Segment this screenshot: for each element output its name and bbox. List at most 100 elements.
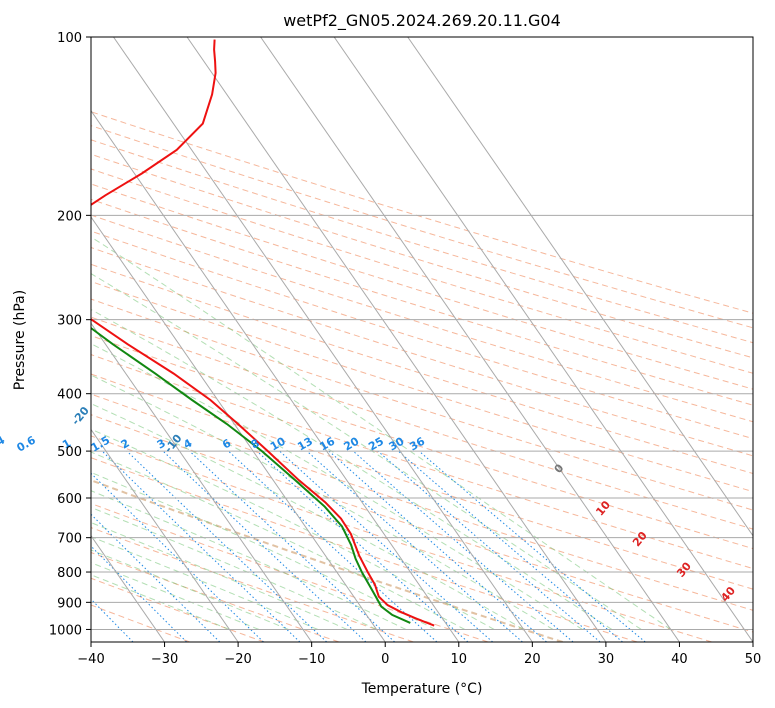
isotherm-line bbox=[260, 37, 680, 642]
isotherm-line bbox=[91, 109, 460, 642]
y-axis-ticks: 100 200 300 400 500 600 700 800 900 1000 bbox=[49, 31, 91, 638]
dry-adiabat bbox=[91, 577, 265, 642]
mixing-ratio-label: 6 bbox=[220, 436, 233, 451]
mixing-ratio-label: 0.6 bbox=[14, 433, 38, 454]
dry-adiabat bbox=[91, 316, 753, 530]
mixing-ratio-line bbox=[91, 472, 264, 642]
moist-adiabat-label: 10 bbox=[593, 498, 613, 518]
dry-adiabat bbox=[91, 414, 753, 633]
profiles bbox=[91, 39, 435, 627]
dry-adiabat bbox=[91, 125, 753, 329]
y-tick-label: 100 bbox=[57, 31, 82, 46]
temperature-profile bbox=[91, 39, 435, 627]
mixing-ratio-line bbox=[279, 450, 494, 642]
dry-adiabat bbox=[91, 503, 489, 642]
dry-adiabat bbox=[91, 153, 753, 359]
x-tick-label: −20 bbox=[224, 652, 251, 667]
moist-adiabat bbox=[91, 536, 318, 630]
isotherm-line bbox=[333, 37, 753, 642]
moist-adiabat-label: 0 bbox=[552, 461, 567, 475]
isotherm-labels: 0.10.20.40.611.52346810131620253036-100-… bbox=[0, 404, 738, 604]
mixing-ratio-line bbox=[397, 450, 623, 642]
dry-adiabat bbox=[91, 354, 753, 570]
dry-adiabat bbox=[91, 214, 753, 423]
x-tick-label: 30 bbox=[598, 652, 615, 667]
y-tick-label: 900 bbox=[57, 596, 82, 611]
dry-adiabat bbox=[91, 479, 563, 642]
isotherm-line bbox=[113, 37, 533, 642]
dry-adiabat bbox=[91, 263, 753, 474]
mixing-ratio-line bbox=[101, 450, 301, 642]
pressure-grid bbox=[91, 37, 753, 642]
moist-adiabat bbox=[91, 308, 613, 630]
x-tick-label: −30 bbox=[151, 652, 178, 667]
y-axis-title: Pressure (hPa) bbox=[12, 290, 28, 390]
isotherm-line bbox=[91, 322, 313, 642]
mixing-ratio-line bbox=[328, 450, 547, 642]
dry-adiabat bbox=[91, 335, 753, 550]
y-tick-label: 300 bbox=[57, 314, 82, 329]
x-tick-label: −40 bbox=[77, 652, 104, 667]
background-lines bbox=[91, 111, 753, 642]
dry-adiabat bbox=[91, 435, 712, 642]
isotherm-label: -10 bbox=[162, 432, 185, 456]
x-tick-label: 20 bbox=[524, 652, 541, 667]
mixing-ratio-line bbox=[228, 450, 438, 642]
x-axis-title: Temperature (°C) bbox=[361, 681, 483, 697]
dry-adiabat bbox=[91, 527, 414, 642]
mixing-ratio-line bbox=[162, 450, 367, 642]
dry-adiabat bbox=[91, 373, 753, 590]
y-tick-label: 200 bbox=[57, 209, 82, 224]
y-tick-label: 400 bbox=[57, 388, 82, 403]
moist-adiabat-label: 30 bbox=[674, 559, 694, 579]
isotherm-label: -20 bbox=[69, 404, 92, 428]
isotherm-line bbox=[91, 428, 239, 642]
moist-adiabat bbox=[91, 522, 348, 630]
dry-adiabat bbox=[91, 551, 340, 642]
x-tick-label: 0 bbox=[381, 652, 389, 667]
mixing-ratio-label: 4 bbox=[181, 436, 194, 451]
y-tick-label: 800 bbox=[57, 566, 82, 581]
isotherm-line bbox=[91, 216, 386, 642]
dry-adiabat bbox=[91, 111, 753, 314]
dry-adiabat bbox=[91, 246, 753, 457]
x-tick-label: 50 bbox=[745, 652, 762, 667]
dry-adiabat bbox=[91, 280, 753, 493]
isotherm-line bbox=[186, 37, 607, 642]
moist-adiabat bbox=[91, 343, 583, 630]
x-tick-label: −10 bbox=[298, 652, 325, 667]
isotherm-line bbox=[91, 534, 165, 642]
dry-adiabat bbox=[91, 230, 753, 440]
chart-title: wetPf2_GN05.2024.269.20.11.G04 bbox=[283, 11, 561, 31]
mixing-ratio-line bbox=[418, 450, 646, 642]
x-tick-label: 40 bbox=[671, 652, 688, 667]
y-tick-label: 500 bbox=[57, 445, 82, 460]
dry-adiabat bbox=[91, 393, 753, 611]
mixing-ratio-line bbox=[352, 450, 574, 642]
dry-adiabat bbox=[91, 198, 753, 406]
dry-adiabat bbox=[91, 183, 753, 390]
isotherm-line bbox=[407, 37, 753, 537]
mixing-ratio-label: 0.4 bbox=[0, 433, 7, 454]
x-tick-label: 10 bbox=[451, 652, 468, 667]
mixing-ratio-line bbox=[91, 598, 134, 642]
moist-adiabat bbox=[91, 549, 289, 630]
dry-adiabat bbox=[91, 139, 753, 344]
mixing-ratio-line bbox=[126, 450, 328, 642]
y-tick-label: 600 bbox=[57, 492, 82, 507]
y-tick-label: 700 bbox=[57, 532, 82, 547]
mixing-ratio-line bbox=[91, 545, 187, 642]
plot-frame bbox=[90, 36, 754, 643]
moist-adiabat bbox=[91, 574, 230, 630]
y-tick-label: 1000 bbox=[49, 623, 82, 638]
dry-adiabat bbox=[91, 168, 753, 374]
moist-adiabat-label: 20 bbox=[630, 529, 650, 549]
mixing-ratio-line bbox=[189, 450, 396, 642]
moist-adiabat bbox=[91, 273, 642, 630]
dewpoint-profile bbox=[91, 326, 411, 624]
mixing-ratio-line bbox=[377, 450, 601, 642]
mixing-ratio-line bbox=[256, 450, 469, 642]
x-axis-ticks: −40 −30 −20 −10 0 10 20 30 40 50 bbox=[77, 642, 761, 667]
dry-adiabat bbox=[91, 298, 753, 511]
